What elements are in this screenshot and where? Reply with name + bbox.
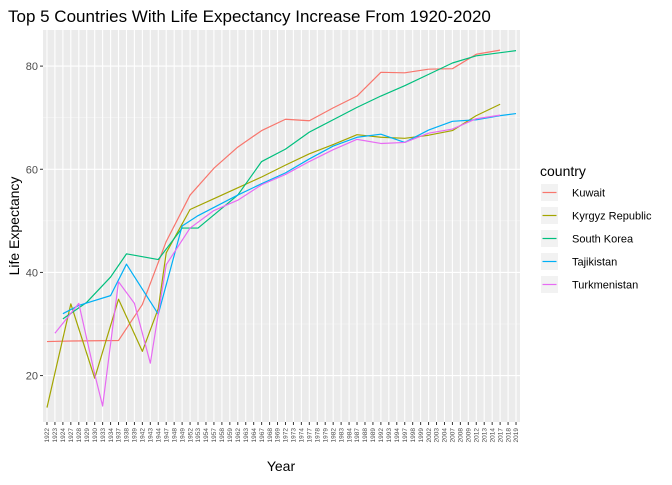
plot-panel [43, 30, 520, 422]
x-tick-label: 1934 [108, 428, 115, 443]
x-tick-label: 1944 [155, 428, 162, 443]
x-tick-label: 1979 [322, 428, 329, 443]
x-tick-label: 1958 [219, 428, 226, 443]
x-tick-label: 1968 [267, 428, 274, 443]
x-tick-label: 1969 [275, 428, 282, 443]
x-tick-label: 1942 [140, 428, 147, 443]
x-tick-label: 1948 [171, 428, 178, 443]
minor-gridlines [43, 117, 520, 325]
x-tick-label: 1978 [314, 428, 321, 443]
x-tick-label: 1984 [346, 428, 353, 443]
x-tick-label: 1949 [179, 428, 186, 443]
x-tick-label: 1998 [410, 428, 417, 443]
x-tick-label: 1922 [44, 428, 51, 443]
x-tick-label: 1924 [60, 428, 67, 443]
y-tick-label: 20 [26, 371, 38, 383]
x-tick-label: 2014 [489, 428, 496, 443]
legend: country Kuwait Kyrgyz Republic South Korea… [540, 163, 652, 293]
x-tick-label: 1973 [291, 428, 298, 443]
x-tick-label: 1947 [163, 428, 170, 443]
x-tick-label: 2012 [473, 428, 480, 443]
y-tick-label: 60 [26, 164, 38, 176]
legend-label-tajikistan: Tajikistan [572, 257, 617, 269]
x-tick-label: 2003 [434, 428, 441, 443]
legend-label-turkmenistan: Turkmenistan [572, 280, 638, 292]
y-tick-label: 80 [26, 61, 38, 73]
x-tick-label: 1939 [132, 428, 139, 443]
x-tick-label: 1963 [243, 428, 250, 443]
x-tick-label: 1982 [330, 428, 337, 443]
legend-label-south-korea: South Korea [572, 234, 634, 246]
x-tick-label: 1952 [187, 428, 194, 443]
x-tick-label: 1954 [203, 428, 210, 443]
major-gridlines [43, 30, 520, 422]
x-tick-label: 1928 [76, 428, 83, 443]
legend-label-kyrgyz-republic: Kyrgyz Republic [572, 211, 652, 223]
x-tick-label: 2013 [481, 428, 488, 443]
y-tick-label: 40 [26, 267, 38, 279]
x-tick-label: 1923 [52, 428, 59, 443]
x-tick-label: 1927 [68, 428, 75, 443]
x-tick-label: 1977 [307, 428, 314, 443]
x-tick-label: 1992 [378, 428, 385, 443]
x-tick-label: 1929 [84, 428, 91, 443]
x-tick-label: 1959 [227, 428, 234, 443]
chart-title: Top 5 Countries With Life Expectancy Inc… [8, 7, 491, 26]
x-tick-label: 1962 [235, 428, 242, 443]
x-tick-label: 1974 [299, 428, 306, 443]
x-tick-label: 2018 [505, 428, 512, 443]
x-tick-label: 2004 [442, 428, 449, 443]
x-tick-label: 1933 [100, 428, 107, 443]
x-tick-label: 1988 [362, 428, 369, 443]
x-tick-label: 1987 [354, 428, 361, 443]
x-tick-label: 1953 [195, 428, 202, 443]
x-tick-label: 1938 [124, 428, 131, 443]
legend-label-kuwait: Kuwait [572, 188, 605, 200]
series-line-turkmenistan [54, 114, 501, 407]
x-tick-label: 1967 [259, 428, 266, 443]
x-tick-label: 2002 [426, 428, 433, 443]
x-axis: 1922 1923 1924 1927 1928 1929 1930 1933 1934 1937… [44, 422, 520, 442]
x-tick-label: 1994 [394, 428, 401, 443]
x-tick-label: 1999 [418, 428, 425, 443]
x-tick-label: 2019 [513, 428, 520, 443]
x-tick-label: 1993 [386, 428, 393, 443]
x-tick-label: 1972 [283, 428, 290, 443]
series-line-south-korea [62, 50, 517, 320]
x-tick-label: 1989 [370, 428, 377, 443]
x-axis-title: Year [267, 458, 296, 474]
x-tick-label: 1983 [338, 428, 345, 443]
x-tick-label: 1943 [148, 428, 155, 443]
legend-title: country [540, 163, 586, 179]
series-line-kuwait [46, 49, 501, 343]
x-tick-label: 2017 [497, 428, 504, 443]
x-tick-label: 1937 [116, 428, 123, 443]
y-axis-title: Life Expectancy [6, 177, 22, 276]
x-tick-label: 1964 [251, 428, 258, 443]
x-tick-label: 1957 [211, 428, 218, 443]
x-tick-label: 2007 [450, 428, 457, 443]
x-tick-label: 2008 [458, 428, 465, 443]
series-line-tajikistan [62, 112, 517, 315]
y-axis: 20 40 60 80 [26, 61, 43, 383]
x-tick-label: 1930 [92, 428, 99, 443]
x-tick-label: 1997 [402, 428, 409, 443]
series-lines [46, 49, 517, 408]
x-tick-label: 2009 [466, 428, 473, 443]
